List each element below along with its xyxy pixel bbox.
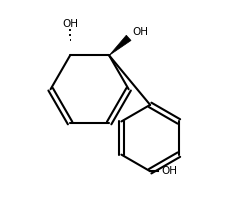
Text: OH: OH — [132, 27, 148, 37]
Text: OH: OH — [160, 166, 176, 176]
Text: OH: OH — [62, 19, 78, 29]
Polygon shape — [109, 35, 131, 55]
